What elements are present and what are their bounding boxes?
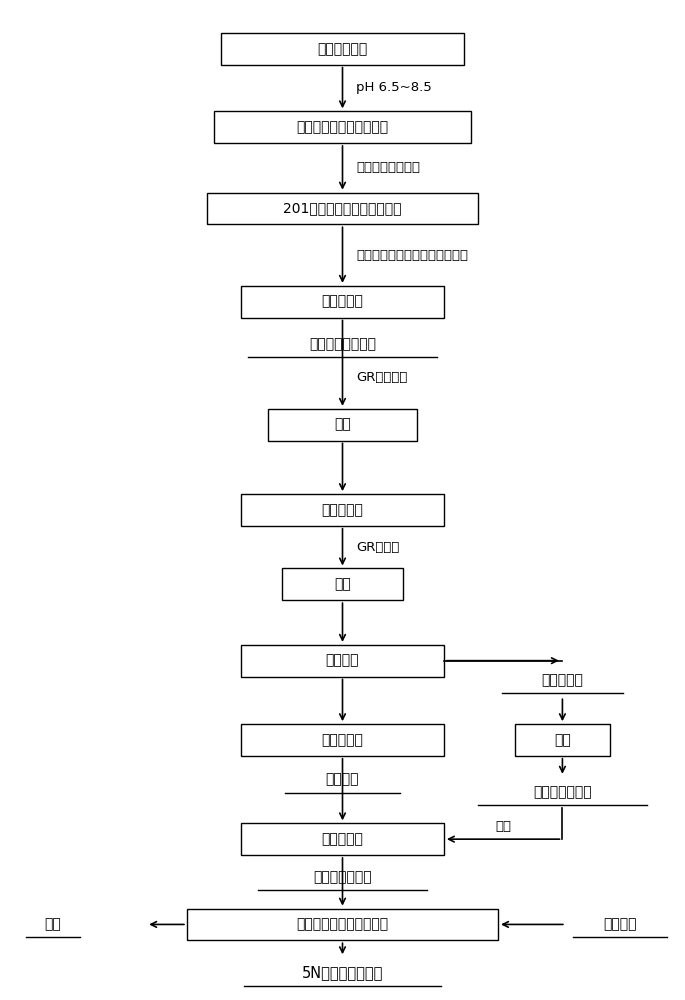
FancyBboxPatch shape [187, 909, 498, 940]
Text: 钼与其余金属、非金属元素分离: 钼与其余金属、非金属元素分离 [356, 249, 468, 262]
Text: 蒸发结晶: 蒸发结晶 [326, 654, 359, 668]
Text: 粗钼酸钠溶液: 粗钼酸钠溶液 [317, 42, 368, 56]
Text: 过滤、洗涤: 过滤、洗涤 [321, 503, 364, 517]
Text: 大孔阴离子交换树脂吸附: 大孔阴离子交换树脂吸附 [297, 120, 388, 134]
FancyBboxPatch shape [268, 409, 417, 440]
Text: 洗液: 洗液 [495, 820, 511, 833]
Text: 洗涤、烘干: 洗涤、烘干 [321, 832, 364, 846]
FancyBboxPatch shape [515, 724, 610, 756]
Text: 尾气: 尾气 [45, 917, 61, 931]
Text: pH 6.5~8.5: pH 6.5~8.5 [356, 81, 432, 94]
Text: GR级无机酸: GR级无机酸 [356, 371, 408, 384]
Text: 回转管炉中密闭正压煅烧: 回转管炉中密闭正压煅烧 [297, 917, 388, 931]
Text: 纯净氧气: 纯净氧气 [603, 917, 636, 931]
FancyBboxPatch shape [221, 33, 464, 65]
Text: 洗涤、解析: 洗涤、解析 [321, 295, 364, 309]
FancyBboxPatch shape [241, 823, 444, 855]
Text: 201系强碱性阴离子树脂吸附: 201系强碱性阴离子树脂吸附 [284, 201, 401, 215]
Text: 5N级高纯三氧化钼: 5N级高纯三氧化钼 [302, 966, 383, 981]
Text: 酸沉: 酸沉 [334, 418, 351, 432]
Text: 氨溶: 氨溶 [334, 577, 351, 591]
Text: 过滤产品: 过滤产品 [326, 773, 359, 787]
Text: 重结晶产品: 重结晶产品 [541, 673, 584, 687]
Text: 钼与钨钒深度分离: 钼与钨钒深度分离 [356, 161, 420, 174]
FancyBboxPatch shape [241, 645, 444, 677]
FancyBboxPatch shape [241, 494, 444, 526]
FancyBboxPatch shape [241, 286, 444, 318]
FancyBboxPatch shape [241, 724, 444, 756]
Text: 氨溶: 氨溶 [554, 733, 571, 747]
FancyBboxPatch shape [214, 111, 471, 143]
Text: 高纯度钼酸铵溶液: 高纯度钼酸铵溶液 [309, 337, 376, 351]
FancyBboxPatch shape [282, 568, 403, 600]
Text: GR级氨水: GR级氨水 [356, 541, 399, 554]
Text: 高纯钼酸铵产品: 高纯钼酸铵产品 [313, 870, 372, 884]
Text: 冷却后过滤: 冷却后过滤 [321, 733, 364, 747]
FancyBboxPatch shape [207, 193, 478, 224]
Text: 高纯钼酸铵溶液: 高纯钼酸铵溶液 [533, 786, 592, 800]
